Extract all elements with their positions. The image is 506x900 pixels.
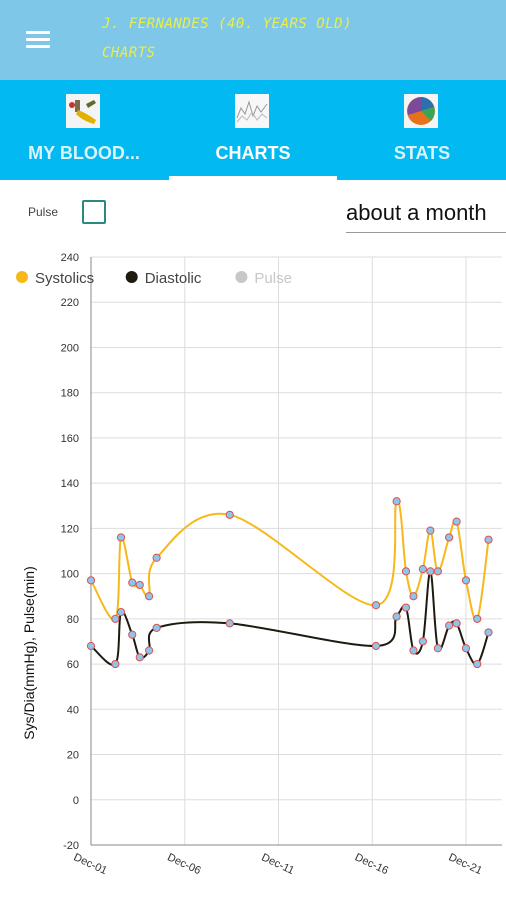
data-point-systolics [371, 601, 381, 610]
data-point-diastolic [128, 630, 137, 639]
pulse-checkbox[interactable] [82, 200, 106, 224]
active-tab-indicator [169, 176, 337, 180]
data-point-systolics [473, 614, 482, 623]
data-point-systolics [433, 567, 442, 576]
series-line-systolics [90, 500, 490, 621]
y-tick-label: 220 [61, 297, 79, 309]
legend-swatch [16, 271, 28, 283]
data-point-diastolic [135, 653, 144, 662]
data-point-diastolic [461, 644, 471, 653]
legend-swatch [125, 271, 138, 283]
data-point-systolics [225, 510, 234, 519]
data-point-systolics [484, 535, 493, 544]
blood-pressure-chart: -20 0 20 40 60 80 100 120 140 160 180 200 220 240 Dec-… [16, 252, 502, 878]
data-point-systolics [461, 576, 471, 585]
line-chart-icon [235, 94, 269, 128]
data-point-diastolic [225, 619, 234, 628]
data-point-systolics [392, 497, 401, 506]
data-point-diastolic [116, 607, 126, 617]
time-range-value: about a month [346, 200, 487, 225]
section-title: CHARTS [102, 45, 156, 61]
y-tick-label: 20 [67, 750, 79, 762]
data-point-systolics [86, 576, 96, 585]
y-tick-label: 120 [61, 523, 79, 535]
tab-charts-label: CHARTS [215, 143, 291, 163]
y-tick-label: 100 [61, 569, 79, 581]
x-tick-label: Dec-16 [353, 851, 390, 877]
data-point-diastolic [409, 646, 418, 655]
data-point-systolics [111, 614, 120, 623]
chart-grid [90, 256, 502, 846]
data-point-diastolic [445, 621, 454, 630]
tab-bar: MY BLOOD... CHARTS STATS [0, 80, 506, 180]
hamburger-menu-icon[interactable] [24, 26, 52, 54]
data-point-diastolic [111, 659, 120, 669]
data-point-systolics [401, 567, 411, 576]
y-tick-label: 180 [61, 388, 79, 400]
data-point-diastolic [433, 644, 442, 653]
tab-stats[interactable]: STATS [338, 80, 506, 180]
x-tick-label: Dec-01 [72, 851, 109, 877]
data-point-diastolic [473, 659, 482, 669]
y-tick-label: 140 [61, 478, 79, 490]
data-point-diastolic [484, 628, 493, 637]
data-point-systolics [152, 553, 161, 562]
data-point-diastolic [152, 623, 161, 632]
time-range-selector[interactable]: about a month [346, 196, 506, 233]
tab-my-blood-label: MY BLOOD... [28, 143, 140, 163]
data-point-systolics [145, 592, 154, 601]
y-tick-label: 40 [67, 704, 79, 716]
data-point-systolics [445, 533, 454, 542]
user-title: J. FERNANDES (40. YEARS OLD) [102, 16, 353, 32]
blood-pressure-cuff-icon [66, 94, 100, 128]
legend-label: Pulse [254, 270, 292, 287]
data-point-systolics [128, 578, 137, 587]
x-tick-label: Dec-21 [447, 851, 484, 877]
data-point-diastolic [452, 619, 461, 628]
y-tick-label: 60 [67, 659, 79, 671]
data-point-systolics [426, 526, 435, 535]
data-point-systolics [452, 517, 461, 526]
data-point-systolics [418, 564, 427, 574]
data-point-diastolic [86, 641, 96, 651]
legend-swatch [235, 271, 248, 283]
data-point-systolics [409, 592, 418, 601]
app-bar: J. FERNANDES (40. YEARS OLD) CHARTS [0, 0, 506, 80]
tab-my-blood[interactable]: MY BLOOD... [0, 80, 168, 180]
data-point-diastolic [371, 641, 381, 651]
tab-stats-label: STATS [393, 143, 451, 163]
y-axis-label: Sys/Dia(mmHg), Pulse(min) [21, 566, 37, 739]
data-point-diastolic [145, 646, 154, 655]
data-point-systolics [116, 533, 126, 542]
pulse-toggle-label: Pulse [28, 205, 59, 219]
y-tick-label: 80 [67, 614, 79, 626]
legend-label: Diastolic [145, 270, 202, 287]
x-tick-label: Dec-06 [165, 851, 202, 877]
y-tick-label: 200 [61, 342, 79, 354]
y-tick-label: -20 [63, 840, 79, 852]
legend-label: Systolics [35, 270, 94, 287]
y-tick-label: 160 [61, 433, 79, 445]
data-point-diastolic [418, 637, 427, 646]
data-point-diastolic [401, 603, 411, 612]
y-tick-label: 240 [61, 252, 79, 264]
x-tick-label: Dec-11 [260, 852, 296, 878]
data-point-systolics [135, 580, 144, 590]
tab-charts[interactable]: CHARTS [169, 80, 337, 180]
chart-legend: Systolics Diastolic Pulse [16, 270, 292, 287]
chart-markers [86, 497, 493, 669]
data-point-diastolic [426, 567, 435, 576]
chart-series-lines [90, 500, 490, 667]
pie-chart-icon [404, 94, 438, 128]
data-point-diastolic [392, 612, 401, 621]
y-tick-label: 0 [73, 795, 79, 807]
